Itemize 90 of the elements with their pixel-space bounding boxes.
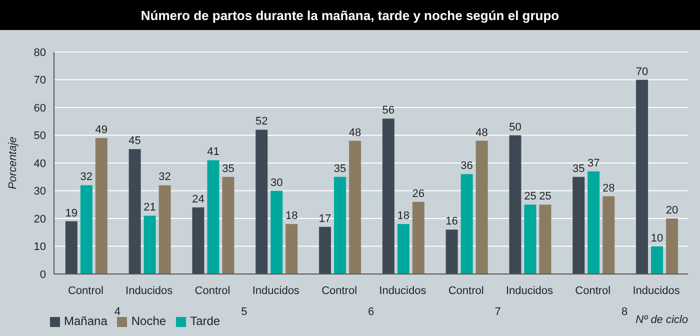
bar [382, 118, 394, 274]
bar [270, 190, 283, 274]
bar [509, 135, 522, 274]
bar [446, 230, 458, 274]
bar [222, 176, 234, 274]
bar [397, 224, 410, 274]
data-label: 25 [539, 190, 552, 203]
data-label: 17 [318, 212, 332, 225]
bar [572, 176, 585, 274]
y-tick-label: 50 [34, 130, 46, 142]
text: 5 [241, 306, 248, 318]
data-label: 28 [602, 182, 615, 194]
y-tick-label: 0 [40, 268, 46, 281]
bar [666, 218, 678, 274]
data-label: 16 [446, 216, 458, 228]
data-label: 24 [192, 193, 204, 206]
x-tick-label: Control [575, 285, 611, 297]
x-tick-label: Inducidos [252, 285, 300, 297]
data-label: 10 [650, 232, 664, 244]
data-label: 35 [572, 162, 585, 175]
x-axis-title: Nº de ciclo [636, 314, 688, 326]
legend-label: Mañana [64, 314, 108, 328]
x-tick-label: Inducidos [632, 285, 680, 297]
text: 7 [494, 306, 501, 318]
data-label: 41 [207, 146, 220, 158]
bar [80, 185, 92, 274]
data-label: 70 [636, 66, 648, 78]
data-label: 36 [460, 160, 473, 172]
data-label: 45 [128, 135, 141, 148]
text: 6 [368, 306, 374, 318]
text: 4 [114, 306, 120, 318]
bar [65, 221, 78, 274]
bar [588, 171, 600, 274]
bar [334, 176, 346, 274]
x-tick-label: Control [322, 285, 358, 297]
data-label: 48 [476, 126, 488, 139]
data-label: 18 [285, 210, 298, 222]
y-tick-label: 10 [34, 241, 46, 254]
data-label: 52 [255, 116, 268, 128]
data-label: 32 [80, 171, 93, 184]
x-tick-label: Inducidos [379, 285, 427, 297]
data-label: 37 [587, 157, 600, 170]
y-tick-label: 80 [34, 46, 46, 59]
data-label: 18 [397, 210, 410, 222]
bar [602, 196, 615, 274]
y-tick-label: 40 [34, 158, 46, 170]
bar [256, 130, 268, 274]
data-label: 35 [334, 162, 346, 175]
x-tick-label: Control [448, 285, 484, 297]
bar [144, 216, 156, 274]
bar [349, 140, 362, 274]
y-tick-label: 70 [34, 74, 46, 87]
legend-label: Noche [131, 314, 166, 328]
data-label: 35 [222, 162, 234, 175]
x-tick-label: Control [194, 285, 230, 297]
data-label: 48 [348, 126, 362, 139]
bar [286, 224, 298, 274]
bar [636, 80, 648, 274]
data-label: 21 [144, 202, 156, 214]
bar [319, 226, 332, 274]
legend-label: Tarde [190, 314, 220, 328]
data-label: 30 [270, 176, 283, 189]
bar [192, 207, 204, 274]
bar [476, 140, 488, 274]
bar [158, 185, 171, 274]
bar [524, 204, 536, 274]
data-label: 56 [382, 104, 395, 117]
y-axis-title: Porcentaje [6, 136, 19, 190]
y-tick-label: 60 [34, 102, 46, 114]
chart-title: Número de partos durante la mañana, tarde y noche según el grupo [0, 0, 700, 30]
text: 8 [622, 306, 628, 318]
data-label: 49 [95, 124, 108, 136]
bar [128, 149, 141, 274]
bar [539, 204, 552, 274]
data-label: 50 [509, 121, 522, 134]
y-tick-label: 30 [34, 186, 46, 198]
data-label: 19 [65, 207, 78, 220]
data-label: 20 [666, 204, 678, 216]
bar [207, 160, 220, 274]
bar [412, 202, 424, 274]
data-label: 32 [158, 171, 171, 184]
data-label: 25 [524, 190, 536, 203]
x-tick-label: Control [68, 285, 104, 297]
data-label: 26 [412, 188, 425, 200]
x-tick-label: Inducidos [506, 285, 554, 297]
bar [651, 246, 664, 274]
bar [95, 138, 108, 274]
bar [460, 174, 473, 274]
x-tick-label: Inducidos [126, 285, 174, 297]
y-tick-label: 20 [34, 213, 46, 226]
